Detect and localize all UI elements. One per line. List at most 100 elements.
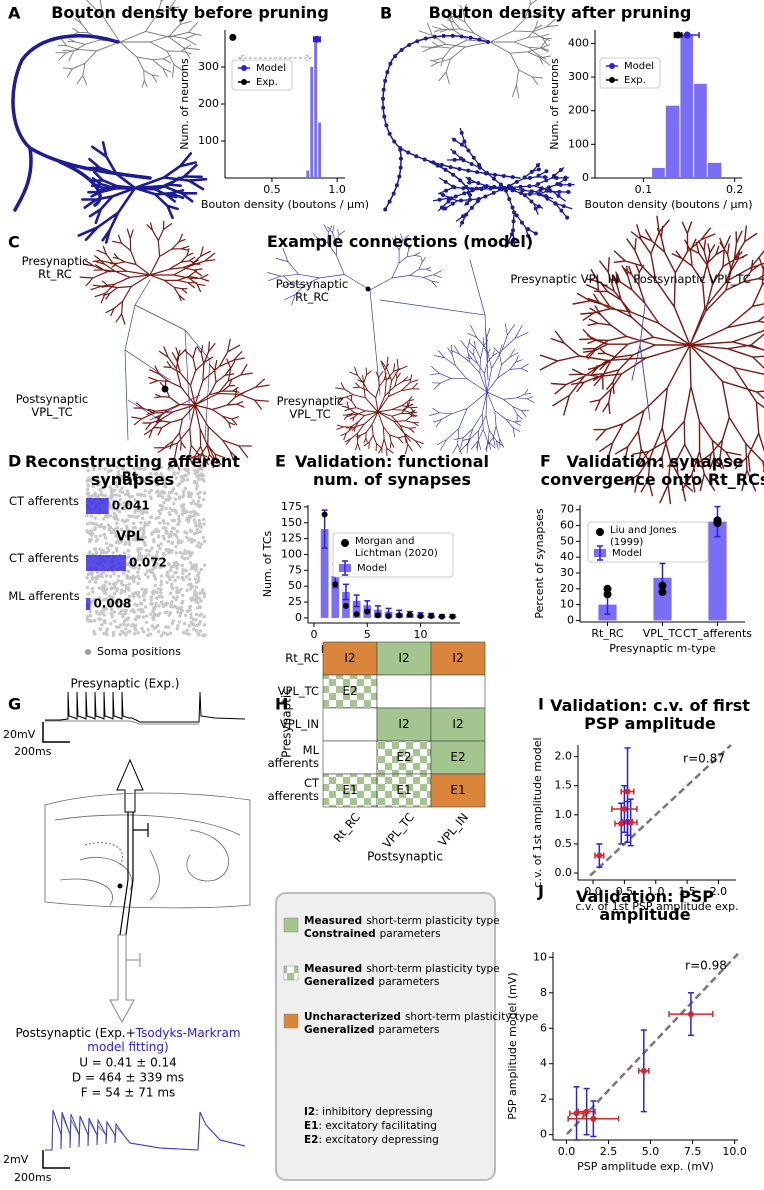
panel-title: Example connections (model) <box>266 232 534 251</box>
soma <box>161 385 169 393</box>
code: E1 <box>304 1120 318 1132</box>
y-tick-label: 0 <box>582 171 589 184</box>
legend-box <box>587 521 709 563</box>
exp-point <box>385 613 392 620</box>
y-tick-label: 4 <box>540 1057 547 1070</box>
exp-point <box>374 612 381 619</box>
x-tick-label: 10.0 <box>722 1145 747 1158</box>
fit-parameter: F = 54 ± 71 ms <box>81 1086 176 1100</box>
matrix-cell <box>322 773 378 808</box>
scale-bar <box>42 722 70 743</box>
y-tick-label: 25 <box>288 595 302 608</box>
y-tick-label: 30 <box>560 566 574 579</box>
morphology <box>429 323 535 455</box>
legend-swatch <box>283 1013 299 1029</box>
arrow <box>116 758 144 813</box>
exp-point <box>342 602 349 609</box>
morphology <box>131 338 270 471</box>
code: I2 <box>304 1106 315 1118</box>
boutons <box>437 130 572 245</box>
legend-symbol <box>609 63 615 69</box>
legend-head: Measured <box>304 963 362 975</box>
chart-title: Validation: functional num. of synapses <box>294 452 490 489</box>
morph-label: Presynaptic VPL_TC <box>276 394 344 422</box>
trace-label: Postsynaptic (Exp.+ <box>15 1026 136 1040</box>
exp-point <box>417 613 424 620</box>
bar <box>653 577 672 621</box>
morphology <box>77 141 208 244</box>
cell-label: I2 <box>452 717 463 731</box>
exp-point <box>321 511 328 518</box>
y-axis-label: Num. of neurons <box>548 58 561 150</box>
panel-letter: J <box>537 882 544 901</box>
x-tick-label: Rt_RC <box>591 627 624 640</box>
morphology <box>631 304 651 421</box>
x-tick-label: 1.0 <box>328 183 346 196</box>
hist-bar <box>707 162 722 178</box>
cell-label: I2 <box>398 717 409 731</box>
code-line: E1: excitatory facilitating <box>304 1120 437 1132</box>
matrix-cell <box>322 707 378 742</box>
morph-label: Postsynaptic Rt_RC <box>275 277 349 305</box>
legend-label: Morgan and Lichtman (2020) <box>355 536 438 559</box>
y-tick-label: 6 <box>540 1021 547 1034</box>
code-text: : inhibitory depressing <box>315 1106 433 1118</box>
x-tick-label: 5 <box>364 628 371 641</box>
panel-letter: D <box>8 452 21 471</box>
x-tick-label: CT_afferents <box>683 627 752 640</box>
legend-line: Measured short-term plasticity type <box>304 963 500 975</box>
cell-label: E1 <box>396 783 411 797</box>
y-tick-label: 0 <box>295 611 302 624</box>
annotation: r=0.87 <box>683 752 725 766</box>
afferent-bar <box>86 555 126 571</box>
legend-line: Constrained parameters <box>304 928 441 940</box>
slice-sketch <box>84 842 123 866</box>
y-tick-label: 0 <box>540 1128 547 1141</box>
marker <box>674 31 682 39</box>
bar <box>320 529 329 618</box>
y-tick-label: 300 <box>198 60 219 73</box>
legend-label: Model <box>256 63 286 74</box>
soma <box>365 286 371 292</box>
exp-point <box>332 581 339 588</box>
y-tick-label: 200 <box>198 97 219 110</box>
legend-label: Model <box>612 548 642 559</box>
slice-sketch <box>44 792 251 909</box>
panel-letter: G <box>8 695 21 714</box>
y-tick-label: 2 <box>540 1092 547 1105</box>
chart-title: Validation: synapse convergence onto Rt_… <box>540 452 764 489</box>
col-label: Rt_RC <box>331 810 363 845</box>
y-tick-label: 40 <box>560 550 574 563</box>
panel-letter: A <box>8 4 21 23</box>
y-tick-label: 150 <box>281 516 302 529</box>
code: E2 <box>304 1134 318 1146</box>
afferent-bar <box>86 598 91 610</box>
arrow <box>109 934 135 1024</box>
axis-label: Postsynaptic <box>367 850 443 864</box>
afferent-value: 0.008 <box>93 597 131 611</box>
exp-point <box>603 584 612 593</box>
legend-label: Exp. <box>256 77 278 88</box>
x-tick-label: 0.5 <box>616 885 634 898</box>
chart-title: Validation: c.v. of first PSP amplitude <box>550 696 750 733</box>
legend-symbol <box>341 539 349 547</box>
exp-point <box>603 590 612 599</box>
y-tick-label: 60 <box>560 519 574 532</box>
x-tick-label: 2.0 <box>710 885 728 898</box>
x-axis-label: PSP amplitude exp. (mV) <box>577 1160 714 1173</box>
afferent-bar <box>86 498 109 514</box>
matrix-cell <box>376 674 432 709</box>
trace <box>45 1109 246 1151</box>
morphology <box>267 224 489 396</box>
morphology <box>55 0 202 88</box>
bar <box>708 521 727 621</box>
x-tick-label: 1.5 <box>678 885 696 898</box>
matrix-cell <box>430 674 486 709</box>
chart-title: Bouton density after pruning <box>428 3 692 22</box>
legend-symbol <box>609 77 615 83</box>
panel-letter: I <box>538 695 544 714</box>
point <box>621 806 628 813</box>
y-tick-label: 100 <box>568 137 589 150</box>
